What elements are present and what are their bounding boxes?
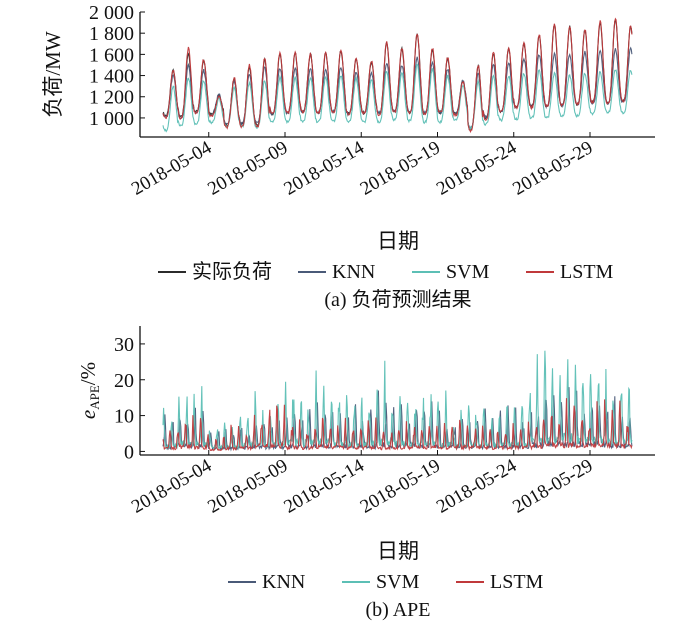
x-tick-label: 2018-05-29 <box>509 455 596 518</box>
x-tick-label: 2018-05-29 <box>509 137 596 200</box>
x-tick-label: 2018-05-04 <box>128 455 216 518</box>
y-axis-label: 负荷/MW <box>41 31 65 118</box>
x-tick-label: 2018-05-19 <box>357 455 444 518</box>
legend-label: LSTM <box>490 571 544 593</box>
legend-label: KNN <box>332 261 375 283</box>
y-tick-label: 2 000 <box>89 2 134 24</box>
y-tick-label: 1 400 <box>89 66 134 88</box>
series-line-LSTM <box>162 398 633 452</box>
x-tick-label: 2018-05-04 <box>128 137 216 200</box>
x-tick-label: 2018-05-24 <box>433 455 521 518</box>
legend-label: SVM <box>446 261 490 283</box>
y-tick-label: 1 200 <box>89 87 134 109</box>
legend-label: LSTM <box>560 261 614 283</box>
x-tick-label: 2018-05-14 <box>280 137 368 200</box>
legend-label: SVM <box>376 571 420 593</box>
x-axis-label: 日期 <box>377 229 419 253</box>
chart-caption: (b) APE <box>366 599 431 621</box>
x-tick-label: 2018-05-09 <box>204 137 291 200</box>
series-line-实际负荷 <box>162 18 633 131</box>
x-axis-label: 日期 <box>377 539 419 563</box>
y-tick-label: 10 <box>114 406 134 428</box>
y-tick-label: 30 <box>114 334 134 356</box>
y-tick-label: 1 600 <box>89 44 134 66</box>
x-tick-label: 2018-05-14 <box>280 455 368 518</box>
legend-label: 实际负荷 <box>192 260 272 283</box>
y-tick-label: 1 800 <box>89 23 134 45</box>
x-tick-label: 2018-05-09 <box>204 455 291 518</box>
x-tick-label: 2018-05-24 <box>433 137 521 200</box>
chart-caption: (a) 负荷预测结果 <box>324 288 471 311</box>
series-line-LSTM <box>162 17 633 134</box>
y-tick-label: 20 <box>114 370 134 392</box>
y-tick-label: 0 <box>124 441 134 463</box>
y-tick-label: 1 000 <box>89 108 134 130</box>
legend-label: KNN <box>262 571 305 593</box>
series-line-SVM <box>162 350 633 451</box>
y-axis-label: eAPE/% <box>76 362 102 419</box>
chart-ape: 01020302018-05-042018-05-092018-05-14201… <box>76 326 655 621</box>
x-tick-label: 2018-05-19 <box>357 137 444 200</box>
